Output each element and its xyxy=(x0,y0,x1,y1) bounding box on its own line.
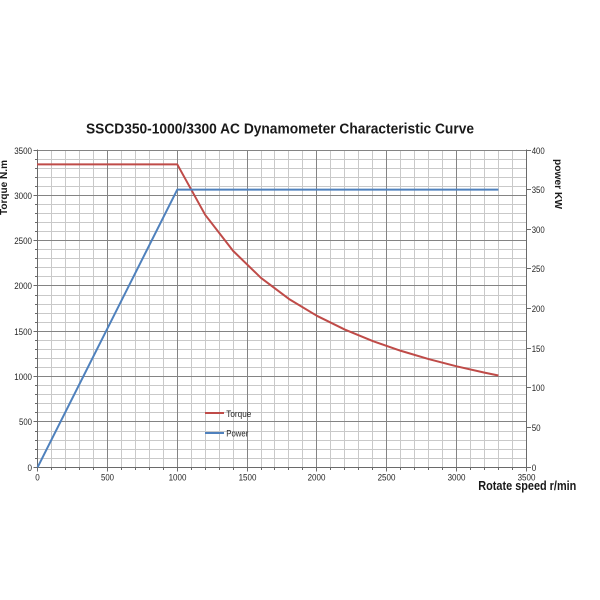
svg-text:250: 250 xyxy=(532,263,545,274)
svg-text:500: 500 xyxy=(19,416,32,427)
svg-text:0: 0 xyxy=(532,462,537,473)
svg-text:50: 50 xyxy=(532,422,541,433)
svg-text:350: 350 xyxy=(532,184,545,195)
svg-text:100: 100 xyxy=(532,382,545,393)
svg-text:3000: 3000 xyxy=(448,471,466,482)
svg-text:2500: 2500 xyxy=(378,471,396,482)
svg-text:3000: 3000 xyxy=(14,190,32,201)
svg-text:2000: 2000 xyxy=(308,471,326,482)
svg-text:Torque N.m: Torque N.m xyxy=(0,160,10,215)
svg-text:Rotate speed r/min: Rotate speed r/min xyxy=(478,479,576,493)
svg-text:SSCD350-1000/3300 AC Dynamomet: SSCD350-1000/3300 AC Dynamometer Charact… xyxy=(86,121,474,138)
svg-text:200: 200 xyxy=(532,303,545,314)
svg-text:0: 0 xyxy=(35,471,40,482)
svg-text:1000: 1000 xyxy=(169,471,187,482)
svg-text:Power: Power xyxy=(226,428,248,439)
svg-text:300: 300 xyxy=(532,224,545,235)
svg-text:2500: 2500 xyxy=(14,235,32,246)
svg-text:3500: 3500 xyxy=(518,471,536,482)
svg-text:3500: 3500 xyxy=(14,145,32,156)
svg-text:Torque: Torque xyxy=(226,408,251,419)
svg-text:500: 500 xyxy=(101,471,114,482)
svg-text:2000: 2000 xyxy=(14,280,32,291)
svg-text:150: 150 xyxy=(532,343,545,354)
svg-text:1000: 1000 xyxy=(14,371,32,382)
svg-text:power KW: power KW xyxy=(552,159,563,210)
svg-text:1500: 1500 xyxy=(239,471,257,482)
svg-text:1500: 1500 xyxy=(14,326,32,337)
svg-text:400: 400 xyxy=(532,145,545,156)
svg-text:0: 0 xyxy=(28,462,33,473)
